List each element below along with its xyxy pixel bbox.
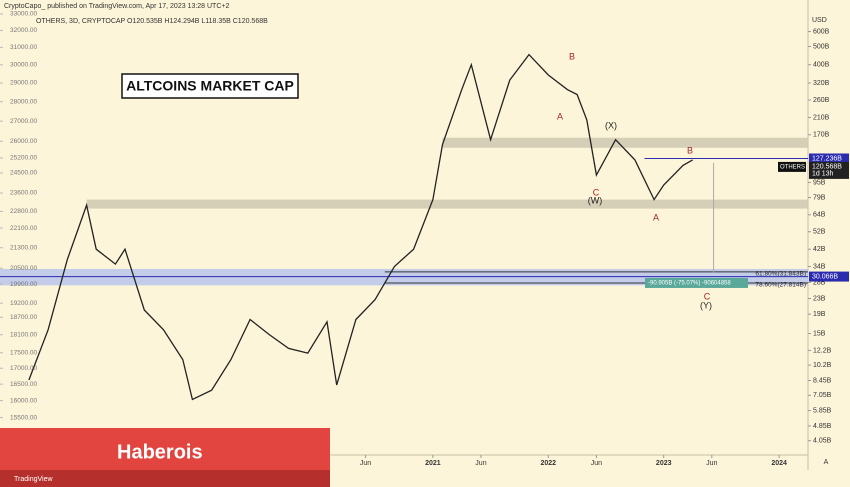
- symbol-box: [778, 161, 806, 172]
- x-tick-label: Jun: [475, 460, 486, 467]
- y2-tick-label: 27000.00: [10, 118, 37, 125]
- y-tick-label: 320B: [813, 80, 830, 87]
- y2-tick-label: 22800.00: [10, 208, 37, 215]
- y-tick-label: 23B: [813, 295, 826, 302]
- x-tick-label: 2024: [771, 460, 787, 467]
- title-box: [121, 73, 299, 99]
- y2-tick-label: 26000.00: [10, 138, 37, 145]
- y2-tick-label: 17500.00: [10, 349, 37, 356]
- y-tick-label: 79B: [813, 194, 826, 201]
- countdown: 1d 13h: [812, 171, 834, 178]
- y2-tick-label: 25200.00: [10, 155, 37, 162]
- x-tick-label: Jun: [706, 460, 717, 467]
- wave-label: C: [704, 291, 711, 301]
- measure-box: [645, 277, 748, 288]
- y2-tick-label: 32000.00: [10, 27, 37, 34]
- y-tick-label: 8.45B: [813, 377, 832, 384]
- y-tick-label: 7.05B: [813, 392, 832, 399]
- y2-tick-label: 18100.00: [10, 331, 37, 338]
- footer: TradingView: [14, 476, 53, 483]
- price-tag: [809, 161, 849, 179]
- wave-label: A: [653, 212, 659, 222]
- y2-tick-label: 31000.00: [10, 44, 37, 51]
- y-tick-label: 4.85B: [813, 423, 832, 430]
- y-tick-label: 52B: [813, 229, 826, 236]
- zone: [86, 199, 809, 209]
- symbol-label: OTHERS: [780, 164, 805, 170]
- level-tag: [809, 153, 849, 164]
- level-tag-label: 127.236B: [812, 155, 842, 162]
- y2-tick-label: 30000.00: [10, 62, 37, 69]
- y-axis-label: USD: [812, 17, 827, 24]
- y-tick-label: 15B: [813, 330, 826, 337]
- publisher: CryptoCapo_ published on TradingView.com…: [4, 3, 229, 10]
- y-tick-label: 34B: [813, 263, 826, 270]
- y-tick-label: 500B: [813, 43, 830, 50]
- y2-tick-label: 33000.00: [10, 11, 37, 18]
- y2-tick-label: 20500.00: [10, 265, 37, 272]
- y2-tick-label: 23600.00: [10, 190, 37, 197]
- y-tick-label: 10.2B: [813, 362, 832, 369]
- header: OTHERS, 3D, CRYPTOCAP O120.535B H124.294…: [36, 18, 268, 25]
- y2-tick-label: 16000.00: [10, 397, 37, 404]
- scale-button[interactable]: A: [824, 459, 829, 466]
- y-tick-label: 5.85B: [813, 407, 832, 414]
- y2-tick-label: 24500.00: [10, 170, 37, 177]
- y-tick-label: 19B: [813, 311, 826, 318]
- price-line: [28, 53, 693, 401]
- zone: [0, 268, 808, 286]
- level-tag-label: 30.066B: [812, 273, 838, 280]
- y2-tick-label: 16500.00: [10, 381, 37, 388]
- wave-label: (Y): [700, 300, 712, 310]
- chart-title: ALTCOINS MARKET CAP: [126, 78, 294, 94]
- y2-tick-label: 21300.00: [10, 244, 37, 251]
- y-tick-label: 64B: [813, 212, 826, 219]
- y-tick-label: 260B: [813, 97, 830, 104]
- level-tag: [809, 271, 849, 282]
- wave-label: C: [593, 187, 600, 197]
- watermark: Haberois: [117, 441, 203, 463]
- wave-label: (W): [588, 195, 603, 205]
- x-tick-label: Jun: [591, 460, 602, 467]
- y2-tick-label: 28000.00: [10, 98, 37, 105]
- x-tick-label: Jun: [360, 460, 371, 467]
- fib-label: 61.80%(31.843B): [755, 271, 806, 278]
- y2-tick-label: 29000.00: [10, 80, 37, 87]
- fib-label: 78.60%(27.814B): [755, 282, 806, 289]
- footer-bar: [0, 470, 330, 487]
- wave-label: B: [687, 145, 693, 155]
- y-tick-label: 600B: [813, 28, 830, 35]
- y-tick-label: 4.05B: [813, 438, 832, 445]
- price-tag-label: 120.568B: [812, 164, 842, 171]
- y-tick-label: 400B: [813, 62, 830, 69]
- y-tick-label: 210B: [813, 114, 830, 121]
- x-tick-label: 2023: [656, 460, 672, 467]
- y-tick-label: 95B: [813, 179, 826, 186]
- measure-label: -90.905B (-75.07%) -90604858: [648, 281, 731, 287]
- wave-label: B: [569, 51, 575, 61]
- y2-tick-label: 19200.00: [10, 300, 37, 307]
- wave-label: A: [557, 111, 563, 121]
- y2-tick-label: 18700.00: [10, 314, 37, 321]
- y-tick-label: 28B: [813, 279, 826, 286]
- y-tick-label: 170B: [813, 132, 830, 139]
- wave-label: (X): [605, 120, 617, 130]
- y-tick-label: 42B: [813, 246, 826, 253]
- y2-tick-label: 22100.00: [10, 225, 37, 232]
- x-tick-label: 2022: [540, 460, 556, 467]
- x-tick-label: 2021: [425, 460, 441, 467]
- y2-tick-label: 17000.00: [10, 365, 37, 372]
- y2-tick-label: 19900.00: [10, 281, 37, 288]
- y2-tick-label: 15500.00: [10, 414, 37, 421]
- zone: [442, 137, 808, 148]
- y-tick-label: 12.2B: [813, 347, 832, 354]
